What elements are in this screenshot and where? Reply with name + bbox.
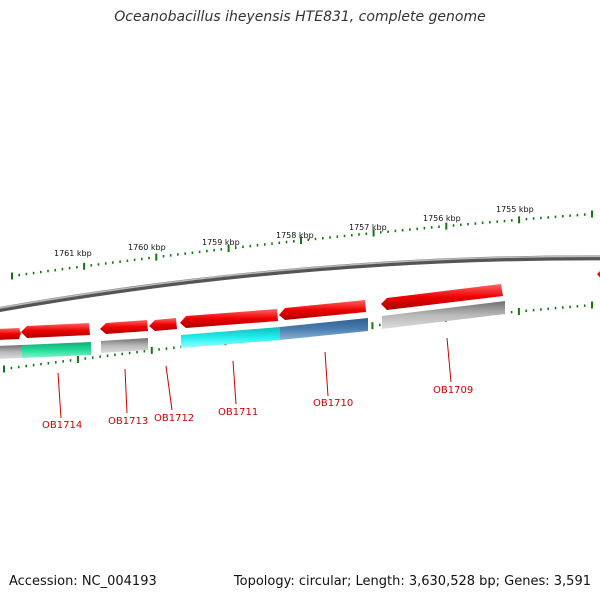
gene-arrow-ob1709[interactable] [381, 284, 503, 310]
kbp-label: 1755 kbp [496, 205, 534, 214]
gene-label-ob1709[interactable]: OB1709 [433, 385, 473, 396]
feature-bar-ob1710 [280, 318, 368, 340]
gene-arrow-ob1710[interactable] [279, 300, 366, 320]
gene-label-ob1712[interactable]: OB1712 [154, 413, 194, 424]
feature-bar-ob1713 [101, 338, 148, 353]
gene-label-ob1714[interactable]: OB1714 [42, 420, 82, 431]
genome-backbone-highlight [0, 255, 600, 309]
kbp-label: 1758 kbp [276, 231, 314, 240]
topology-text: Topology: circular; Length: 3,630,528 bp… [233, 574, 591, 589]
feature-track [0, 301, 505, 359]
gene-arrow-ob1713[interactable] [100, 320, 148, 334]
kbp-label: 1756 kbp [423, 214, 461, 223]
gene-label-ob1713[interactable]: OB1713 [108, 416, 148, 427]
feature-bar-ob1709 [382, 301, 505, 329]
kbp-label: 1760 kbp [128, 243, 166, 252]
feature-bar-ob1711 [181, 327, 280, 348]
feature-bar-gray-left [0, 345, 22, 359]
gene-arrow-ob1712[interactable] [149, 318, 177, 331]
gene-arrow-ob1711[interactable] [180, 309, 278, 328]
kbp-label: 1759 kbp [202, 238, 240, 247]
gene-arrow-ob1714[interactable] [21, 323, 90, 338]
gene-label-ob1711[interactable]: OB1711 [218, 407, 258, 418]
genome-title: Oceanobacillus iheyensis HTE831, complet… [114, 9, 486, 25]
outer-tick-arc [11, 210, 593, 280]
kbp-label: 1757 kbp [349, 223, 387, 232]
gene-track [0, 268, 600, 340]
gene-label-ob1710[interactable]: OB1710 [313, 398, 353, 409]
accession-text: Accession: NC_004193 [9, 574, 157, 589]
gene-leader-lines [57, 337, 452, 419]
kbp-label: 1761 kbp [54, 249, 92, 258]
gene-arrow-edge-right[interactable] [597, 268, 600, 281]
genome-backbone [0, 255, 600, 312]
feature-bar-ob1714 [22, 342, 91, 358]
gene-arrow-ob1714-left[interactable] [0, 328, 21, 340]
